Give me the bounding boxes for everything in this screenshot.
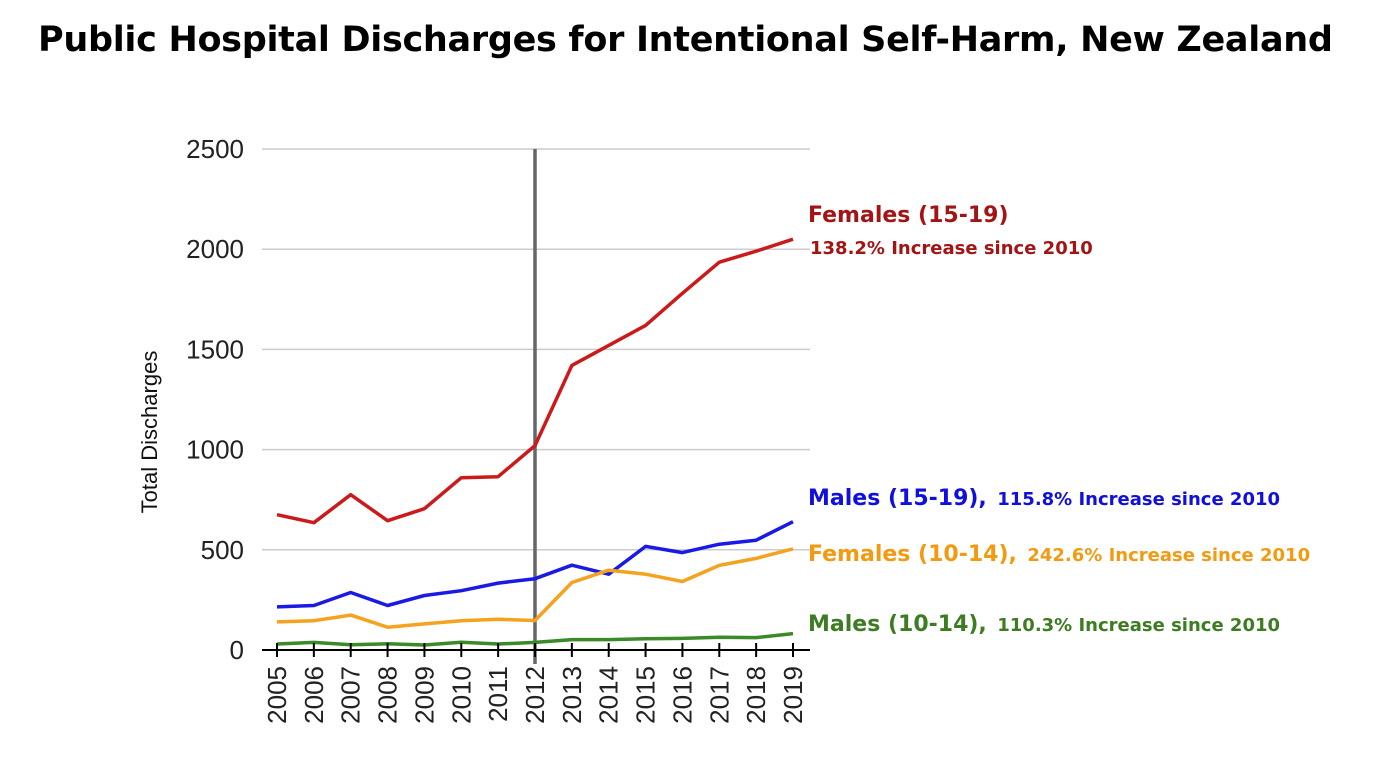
x-tick-label: 2008 [373,666,403,724]
x-tick-label: 2016 [667,666,697,724]
series-line-m1014 [276,631,794,647]
x-tick-label: 2014 [594,666,624,724]
series-line-m1519 [276,520,794,609]
x-tick-label: 2005 [262,666,292,724]
chart-title: Public Hospital Discharges for Intention… [38,20,1333,60]
x-tick-label: 2010 [446,666,476,724]
label-m1519: Males (15-19), 115.8% Increase since 201… [808,486,1280,511]
label-m1014: Males (10-14), 110.3% Increase since 201… [808,612,1280,637]
x-tick-label: 2012 [520,666,550,724]
y-axis-label: Total Discharges [137,351,162,514]
x-tick-label: 2018 [741,666,771,724]
label-f1014-annotation: 242.6% Increase since 2010 [1027,545,1310,566]
y-tick-label: 2000 [186,234,244,264]
series-line-f1519 [276,237,794,525]
y-tick-label: 1500 [186,334,244,364]
x-tick-label: 2015 [631,666,661,724]
x-tick-label: 2013 [557,666,587,724]
label-m1014-annotation: 110.3% Increase since 2010 [997,615,1280,636]
x-tick-label: 2019 [778,666,808,724]
y-tick-label: 500 [201,535,244,565]
label-f1014: Females (10-14), 242.6% Increase since 2… [808,542,1310,567]
series-line-f1014 [276,547,794,629]
x-tick-label: 2007 [336,666,366,724]
y-tick-label: 1000 [186,435,244,465]
label-f1014-name: Females (10-14), [808,542,1017,567]
y-tick-label: 0 [230,635,244,665]
series-lines [276,237,794,647]
y-tick-labels: 0 500 1000 1500 2000 2500 [186,134,244,665]
label-m1014-name: Males (10-14), [808,612,987,637]
y-tick-label: 2500 [186,134,244,164]
x-tick-label: 2011 [483,666,513,722]
x-ticks: 2005 2006 2007 2008 2009 2010 2011 2012 2013 2014… [262,643,808,724]
label-m1519-name: Males (15-19), [808,486,987,511]
label-f1519-name: Females (15-19) [808,203,1009,228]
x-tick-label: 2009 [409,666,439,724]
x-tick-label: 2017 [704,666,734,724]
label-f1519-annotation: 138.2% Increase since 2010 [810,238,1093,259]
label-m1519-annotation: 115.8% Increase since 2010 [997,489,1280,510]
x-tick-label: 2006 [299,666,329,724]
